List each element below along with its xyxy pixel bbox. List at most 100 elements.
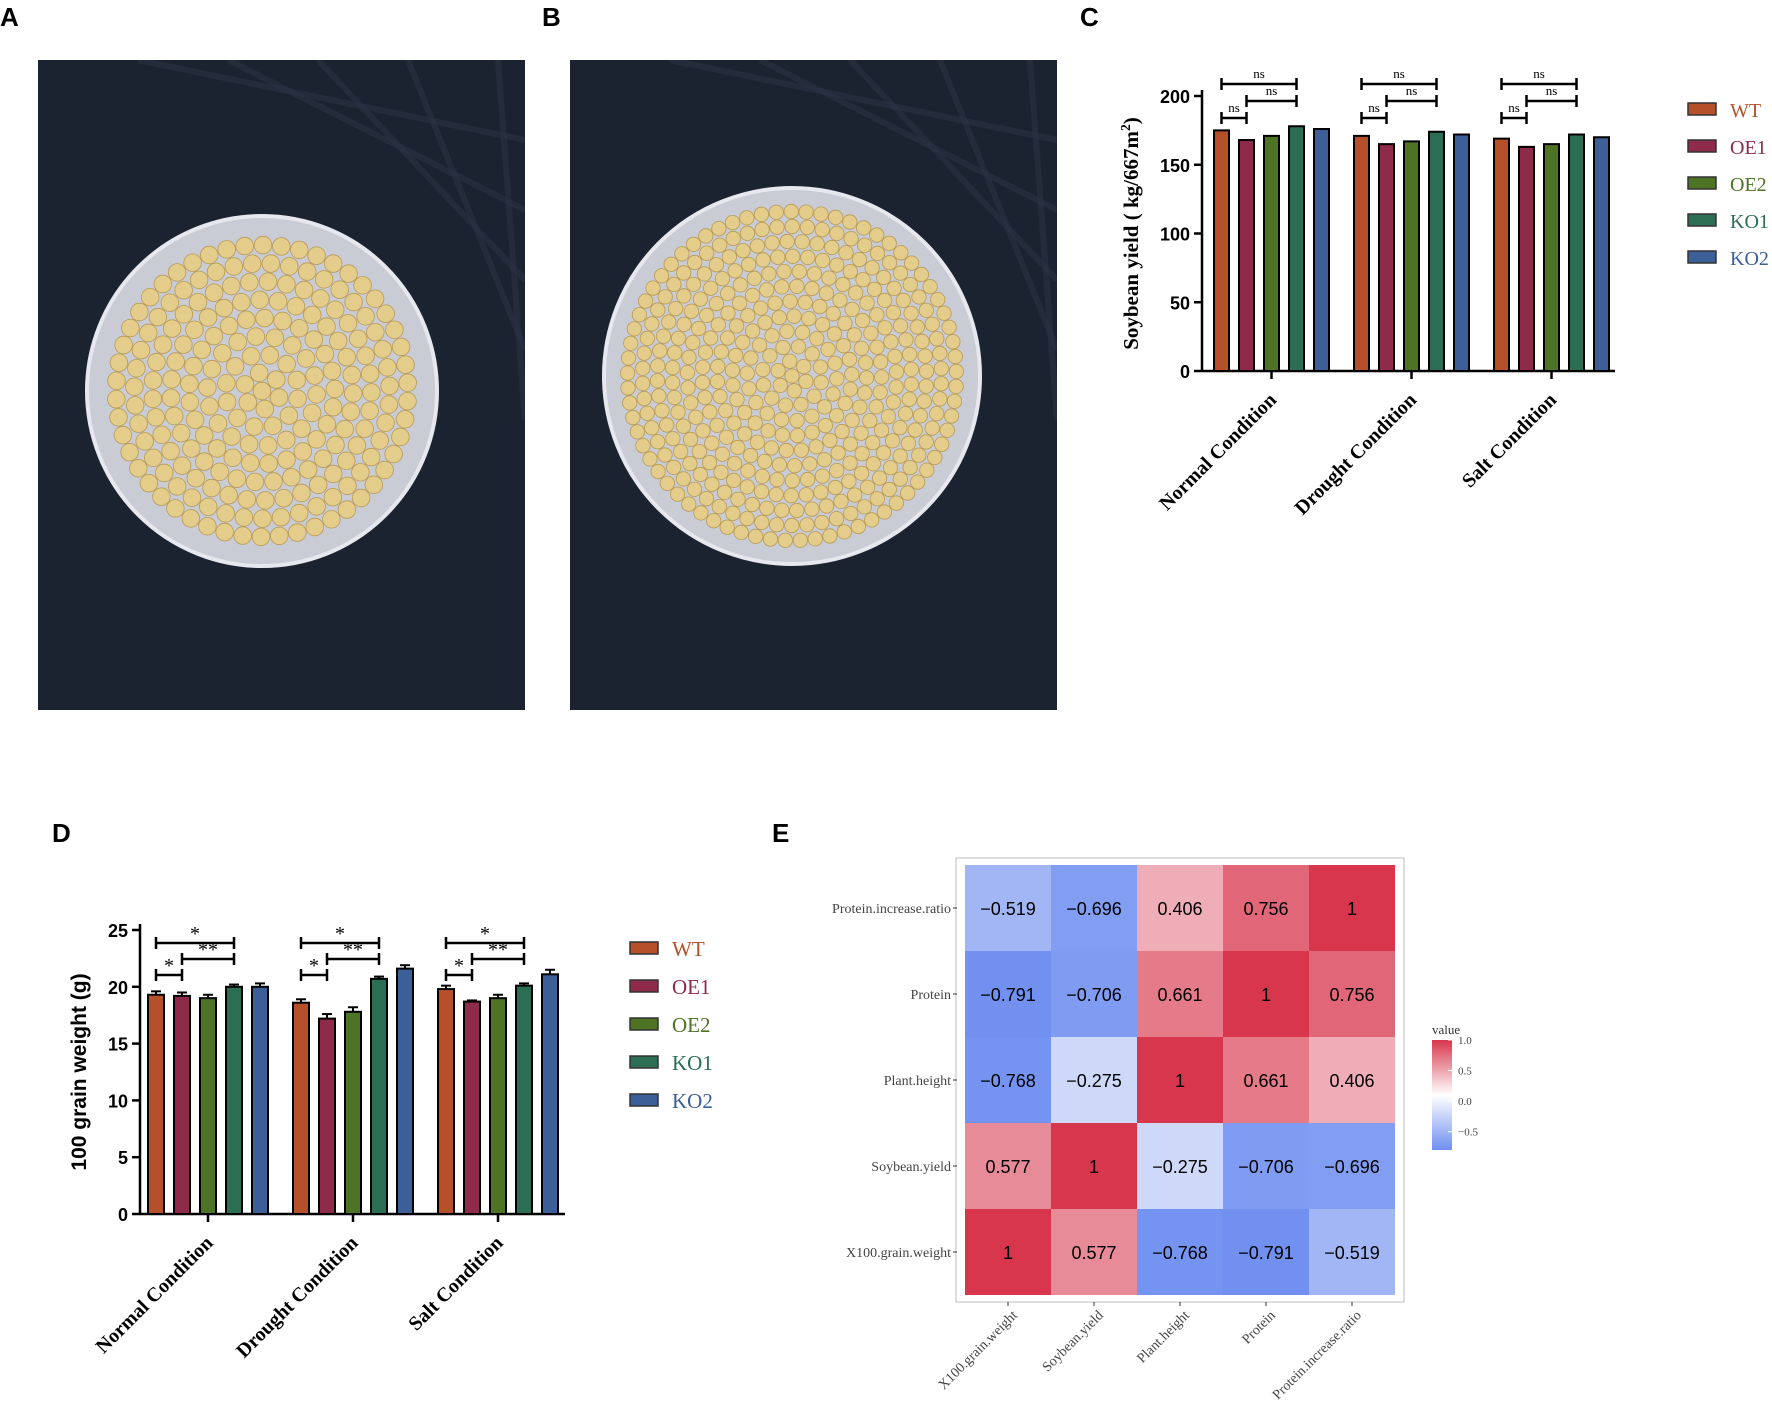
soybean [883,334,899,350]
legend-label-ko1: KO1 [672,1051,713,1075]
soybean [699,307,715,323]
y-axis-label-end: ) [1119,117,1143,124]
heatmap-cell-value: −0.519 [1324,1243,1380,1263]
soybean [356,346,375,366]
soybean [290,319,309,338]
soybean [186,469,206,488]
y-tick-label: 15 [108,1035,128,1055]
soybean [837,315,853,331]
soybean [725,505,741,521]
soybean [847,487,863,503]
soybean [782,353,798,369]
soybean [695,423,711,439]
soybean [712,237,728,253]
soybean [702,404,718,420]
soybean [166,352,185,371]
soybean [854,312,871,329]
soybean [826,326,842,342]
soybean [764,235,780,251]
soybean [724,362,741,378]
soybean [818,285,835,301]
soybean [833,493,849,509]
soybean [396,355,415,374]
bar-oe2 [1403,140,1420,372]
soybean [687,254,703,271]
heatmap-column-label: Protein [1240,1308,1279,1347]
soybean [786,383,802,399]
soybean [302,403,322,423]
soybean [829,225,845,241]
soybean [261,254,281,273]
soybean [714,271,730,287]
soybean [820,341,836,357]
soybean [282,468,301,487]
soybean [851,252,867,268]
soybean [204,326,224,346]
soybean [892,448,908,464]
soybean [125,377,144,397]
soybean [698,490,715,507]
soybean [161,388,181,408]
bar-oe2 [344,1010,362,1215]
soybean [398,373,417,393]
soybean [347,436,367,455]
soybean [743,447,759,464]
soybean [874,369,890,385]
heatmap-cell-value: −0.706 [1238,1157,1294,1177]
cloth-fold [226,60,525,213]
soybean [740,308,756,324]
soybean [693,505,709,521]
heatmap-cell [1051,1123,1137,1209]
soybean [272,237,291,256]
soybean [650,358,666,374]
soybean [887,348,903,365]
soybean [631,307,648,323]
legend-label-wt: WT [672,937,705,961]
soybean [869,227,885,243]
y-tick-label: 20 [108,978,128,998]
bar-oe1 [1238,139,1255,372]
soybean [718,402,734,419]
soybean [841,473,857,489]
soybean [703,280,719,296]
soybean [774,502,790,518]
cloth-fold [315,60,525,283]
soybeans [619,203,964,548]
soybean [679,364,696,381]
soybean [665,360,681,376]
soybean [269,388,289,407]
heatmap-cell-value: −0.768 [1152,1243,1208,1263]
soybean [349,329,368,349]
soybean [882,460,899,476]
soybean [324,464,343,484]
soybean [355,419,374,438]
soybean [202,359,222,379]
heatmap-cell-value: 0.756 [1243,899,1288,919]
soybean [720,285,736,301]
soybean [786,308,802,324]
soybean [785,248,801,264]
soybean [692,466,708,483]
heatmap-cell-value: 0.661 [1243,1071,1288,1091]
soybean [769,219,785,235]
soybean [635,375,651,391]
soybean [228,408,247,428]
bar-oe1 [173,994,191,1215]
soybean [670,404,686,420]
soybean [271,508,291,527]
soybean [865,435,881,451]
heatmap-cell [1309,951,1395,1037]
y-axis-label-superscript: 2 [1118,124,1133,131]
soybean [843,231,859,247]
significance-label: ns [1368,100,1380,115]
significance-label: ns [1393,66,1405,81]
soybean [337,451,356,471]
soybean [804,280,820,297]
soybean [292,483,311,503]
legend-swatch-wt [629,941,659,955]
soybean [685,276,702,292]
y-tick-label: 10 [108,1091,128,1111]
soybean [666,389,683,406]
soybean [825,386,841,402]
significance-label: * [480,923,490,945]
